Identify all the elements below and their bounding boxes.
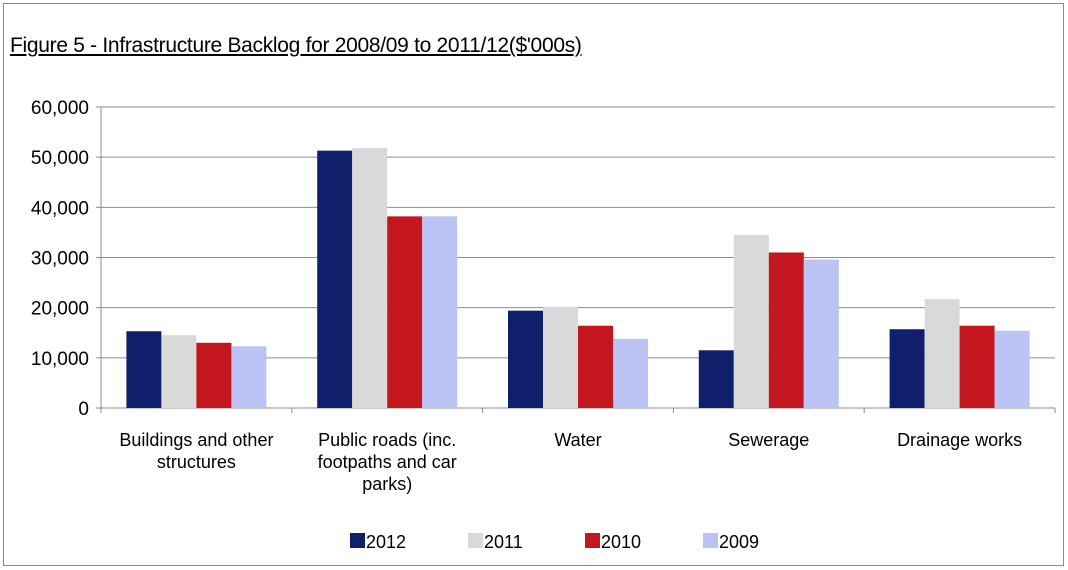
category-label: Sewerage <box>728 430 809 450</box>
category-label: Buildings and other structures <box>119 430 273 472</box>
bar-2010-3 <box>768 252 804 408</box>
y-tick-label: 30,000 <box>31 249 89 270</box>
y-tick-label: 10,000 <box>31 349 89 370</box>
bar-2011-4 <box>924 299 960 408</box>
bar-2011-1 <box>352 148 388 409</box>
bar-2009-0 <box>231 346 267 408</box>
legend-label-2010: 2010 <box>601 532 641 552</box>
category-label-line: structures <box>157 452 236 472</box>
category-label-line: Water <box>554 430 601 450</box>
bar-2012-3 <box>698 350 734 408</box>
category-label: Public roads (inc. footpaths and car parks… <box>318 430 457 494</box>
category-label-line: parks) <box>362 474 412 494</box>
figure-title: Figure 5 - Infrastructure Backlog for 20… <box>10 34 582 57</box>
bar-2012-4 <box>889 329 925 408</box>
bar-2010-0 <box>196 342 232 408</box>
category-label-line: Buildings and other <box>119 430 273 450</box>
bar-2012-2 <box>508 310 543 408</box>
bar-2009-2 <box>613 338 648 408</box>
bar-2009-1 <box>422 216 458 408</box>
y-tick-label: 20,000 <box>31 299 89 320</box>
y-tick-label: 60,000 <box>31 98 89 119</box>
category-label-line: Sewerage <box>728 430 809 450</box>
bar-2011-0 <box>161 335 197 408</box>
y-tick-label: 40,000 <box>31 198 89 219</box>
bar-2010-1 <box>387 216 423 408</box>
bar-2012-0 <box>126 331 162 408</box>
bar-2009-4 <box>994 330 1030 408</box>
bar-2009-3 <box>803 259 839 408</box>
category-label: Water <box>554 430 601 450</box>
bar-2012-1 <box>317 150 353 408</box>
legend-label-2009: 2009 <box>719 532 759 552</box>
category-label-line: Drainage works <box>897 430 1022 450</box>
category-label: Drainage works <box>897 430 1022 450</box>
legend-swatch-2012 <box>350 533 365 548</box>
chart-frame: Figure 5 - Infrastructure Backlog for 20… <box>3 3 1064 566</box>
category-label-line: footpaths and car <box>318 452 457 472</box>
category-label-line: Public roads (inc. <box>318 430 456 450</box>
y-tick-label: 50,000 <box>31 148 89 169</box>
legend-label-2012: 2012 <box>366 532 406 552</box>
legend-swatch-2010 <box>585 533 600 548</box>
legend-label-2011: 2011 <box>484 532 523 552</box>
legend-swatch-2009 <box>703 533 718 548</box>
bar-2011-2 <box>543 306 578 408</box>
bar-2011-3 <box>733 234 769 408</box>
y-tick-label: 0 <box>78 399 89 420</box>
bar-2010-2 <box>578 325 613 408</box>
bar-2010-4 <box>959 325 995 408</box>
legend-swatch-2011 <box>468 533 483 548</box>
